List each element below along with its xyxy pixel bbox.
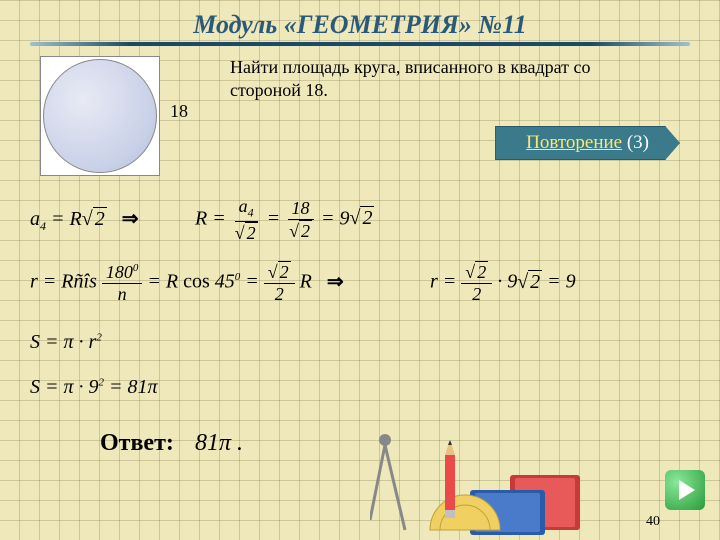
answer-value: 81π . bbox=[195, 430, 243, 457]
stationery-icon bbox=[370, 420, 630, 540]
square-figure bbox=[40, 56, 160, 176]
page-number: 40 bbox=[646, 514, 660, 530]
review-count: (3) bbox=[627, 132, 649, 153]
formula-result: S = π · 92 = 81π bbox=[30, 376, 158, 399]
review-word: Повторение bbox=[526, 132, 622, 153]
review-button[interactable]: Повторение (3) bbox=[495, 126, 680, 160]
inscribed-circle bbox=[43, 59, 157, 173]
next-button[interactable] bbox=[665, 470, 705, 510]
formula-r-right: r = 22 · 92 = 9 bbox=[430, 261, 576, 305]
side-length-label: 18 bbox=[170, 101, 188, 122]
problem-statement: Найти площадь круга, вписанного в квадра… bbox=[230, 56, 630, 103]
title-underline bbox=[30, 42, 690, 46]
answer-label: Ответ: bbox=[100, 430, 174, 457]
formula-area: S = π · r2 bbox=[30, 331, 102, 354]
page-title: Модуль «ГЕОМЕТРИЯ» №11 bbox=[0, 0, 720, 40]
formula-R: R = a42 = 182 = 92 bbox=[195, 196, 374, 244]
formula-r-left: r = Rñîs 1800n = R cos 450 = 22 R ⇒ bbox=[30, 261, 354, 305]
formula-a4: a4 = R2 ⇒ bbox=[30, 206, 148, 234]
